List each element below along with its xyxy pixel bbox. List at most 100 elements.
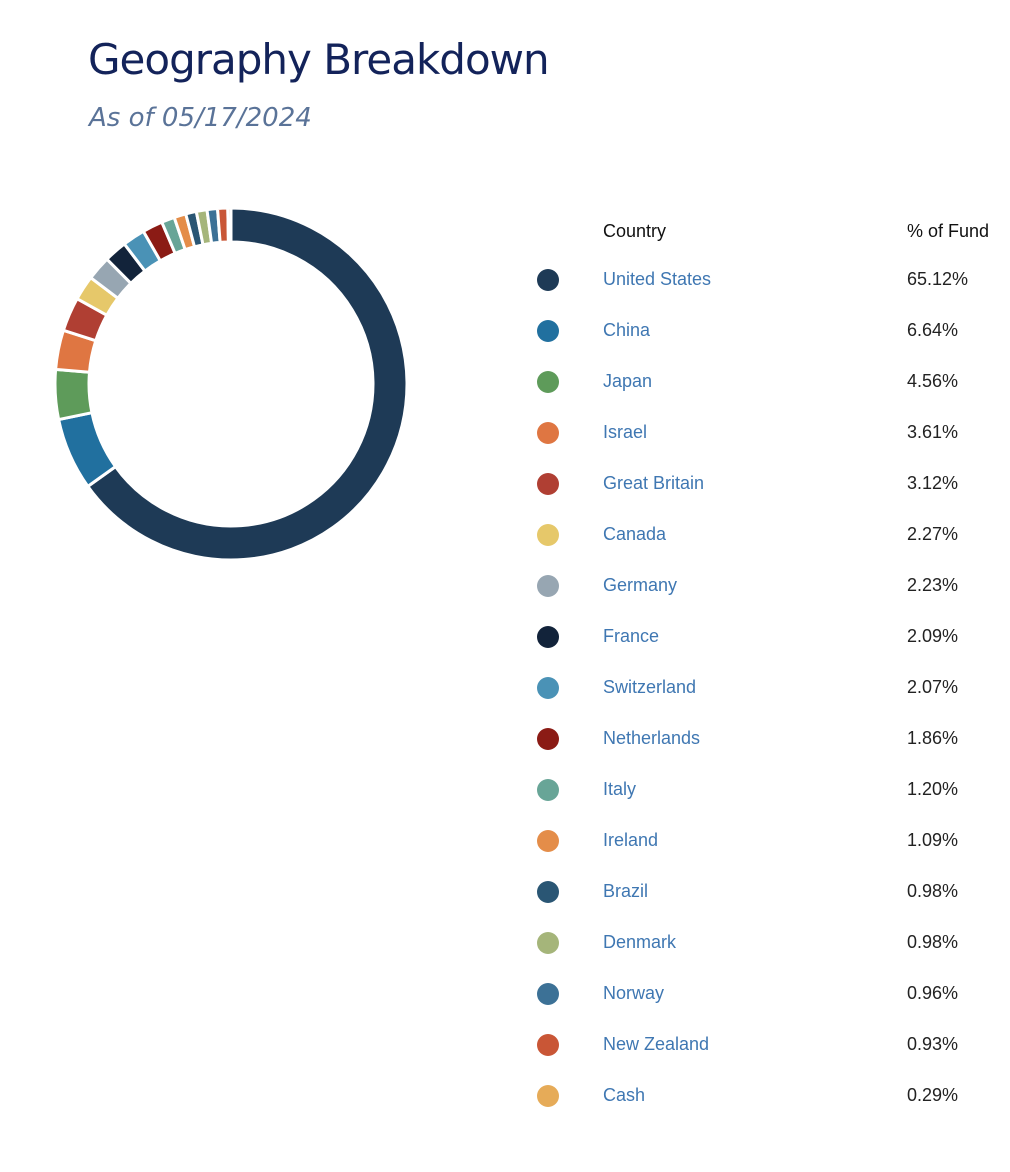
legend-country-cell: Germany xyxy=(603,560,907,611)
legend-swatch-switzerland xyxy=(537,676,559,699)
legend-country-cell: Norway xyxy=(603,968,907,1019)
country-link-united-states[interactable]: United States xyxy=(603,269,712,289)
legend-row-italy: Italy 1.20% xyxy=(530,764,1007,815)
donut-slice-united-states[interactable] xyxy=(86,206,409,562)
legend-swatch-cell xyxy=(530,356,603,407)
country-column-header: Country xyxy=(603,220,667,241)
legend-country-cell: Great Britain xyxy=(603,458,907,509)
legend-swatch-cell xyxy=(530,866,603,917)
country-link-netherlands[interactable]: Netherlands xyxy=(603,728,701,748)
country-link-france[interactable]: France xyxy=(603,626,660,646)
country-link-canada[interactable]: Canada xyxy=(603,524,667,544)
country-link-israel[interactable]: Israel xyxy=(603,422,648,442)
legend-country-cell: Denmark xyxy=(603,917,907,968)
legend-body: United States 65.12% China 6.64% Japan 4.56% I… xyxy=(530,254,1007,1121)
legend-row-united-states: United States 65.12% xyxy=(530,254,1007,305)
legend-row-canada: Canada 2.27% xyxy=(530,509,1007,560)
legend-country-cell: Italy xyxy=(603,764,907,815)
legend-swatch-cell xyxy=(530,611,603,662)
legend-swatch-cell xyxy=(530,917,603,968)
legend-country-cell: Japan xyxy=(603,356,907,407)
country-link-new-zealand[interactable]: New Zealand xyxy=(603,1034,710,1054)
legend-swatch-cell xyxy=(530,1019,603,1070)
legend-row-israel: Israel 3.61% xyxy=(530,407,1007,458)
legend-swatch-cell xyxy=(530,815,603,866)
legend-swatch-united-states xyxy=(537,268,559,291)
percent-value-china: 6.64% xyxy=(907,320,959,340)
percent-value-switzerland: 2.07% xyxy=(907,677,959,697)
legend-row-japan: Japan 4.56% xyxy=(530,356,1007,407)
country-link-cash[interactable]: Cash xyxy=(603,1085,646,1105)
legend-country-cell: United States xyxy=(603,254,907,305)
legend-swatch-cell xyxy=(530,305,603,356)
legend-swatch-norway xyxy=(537,982,559,1005)
legend-swatch-israel xyxy=(537,421,559,444)
legend-swatch-ireland xyxy=(537,829,559,852)
percent-value-japan: 4.56% xyxy=(907,371,959,391)
country-link-brazil[interactable]: Brazil xyxy=(603,881,649,901)
legend-swatch-germany xyxy=(537,574,559,597)
percent-value-cash: 0.29% xyxy=(907,1085,959,1105)
legend-country-cell: Cash xyxy=(603,1070,907,1121)
legend-swatch-netherlands xyxy=(537,727,559,750)
percent-value-canada: 2.27% xyxy=(907,524,959,544)
legend-swatch-cell xyxy=(530,509,603,560)
legend-row-new-zealand: New Zealand 0.93% xyxy=(530,1019,1007,1070)
legend-swatch-cell xyxy=(530,662,603,713)
percent-value-france: 2.09% xyxy=(907,626,959,646)
swatch-header xyxy=(530,208,603,254)
legend-row-norway: Norway 0.96% xyxy=(530,968,1007,1019)
legend-country-cell: Canada xyxy=(603,509,907,560)
legend-country-cell: Switzerland xyxy=(603,662,907,713)
legend-row-france: France 2.09% xyxy=(530,611,1007,662)
legend-country-cell: Brazil xyxy=(603,866,907,917)
country-link-germany[interactable]: Germany xyxy=(603,575,678,595)
percent-value-netherlands: 1.86% xyxy=(907,728,959,748)
legend-row-switzerland: Switzerland 2.07% xyxy=(530,662,1007,713)
percent-value-united-states: 65.12% xyxy=(907,269,969,289)
legend-country-cell: France xyxy=(603,611,907,662)
legend-swatch-brazil xyxy=(537,880,559,903)
country-link-switzerland[interactable]: Switzerland xyxy=(603,677,697,697)
country-link-china[interactable]: China xyxy=(603,320,651,340)
legend-table: Country % of Fund United States 65.12% Chi… xyxy=(530,208,1007,1121)
legend-swatch-cell xyxy=(530,560,603,611)
legend-row-ireland: Ireland 1.09% xyxy=(530,815,1007,866)
percent-value-germany: 2.23% xyxy=(907,575,959,595)
legend-row-cash: Cash 0.29% xyxy=(530,1070,1007,1121)
legend-swatch-italy xyxy=(537,778,559,801)
legend-header-row: Country % of Fund xyxy=(530,208,1007,254)
legend-row-brazil: Brazil 0.98% xyxy=(530,866,1007,917)
legend-swatch-china xyxy=(537,319,559,342)
donut-chart xyxy=(53,206,409,562)
country-link-great-britain[interactable]: Great Britain xyxy=(603,473,705,493)
legend-country-cell: China xyxy=(603,305,907,356)
country-link-ireland[interactable]: Ireland xyxy=(603,830,659,850)
legend-row-great-britain: Great Britain 3.12% xyxy=(530,458,1007,509)
percent-column-header: % of Fund xyxy=(907,220,990,241)
legend-row-netherlands: Netherlands 1.86% xyxy=(530,713,1007,764)
legend-swatch-cash xyxy=(537,1084,559,1107)
legend-swatch-cell xyxy=(530,458,603,509)
legend-country-cell: Israel xyxy=(603,407,907,458)
percent-value-israel: 3.61% xyxy=(907,422,959,442)
percent-value-italy: 1.20% xyxy=(907,779,959,799)
legend-swatch-cell xyxy=(530,407,603,458)
legend-swatch-cell xyxy=(530,713,603,764)
page-title: Geography Breakdown xyxy=(88,35,550,84)
country-link-norway[interactable]: Norway xyxy=(603,983,665,1003)
legend-swatch-new-zealand xyxy=(537,1033,559,1056)
donut-slice-japan[interactable] xyxy=(53,367,94,422)
donut-slice-cash[interactable] xyxy=(226,206,233,244)
percent-value-norway: 0.96% xyxy=(907,983,959,1003)
country-link-japan[interactable]: Japan xyxy=(603,371,653,391)
country-link-italy[interactable]: Italy xyxy=(603,779,637,799)
legend-country-cell: Ireland xyxy=(603,815,907,866)
legend-country-cell: New Zealand xyxy=(603,1019,907,1070)
country-link-denmark[interactable]: Denmark xyxy=(603,932,677,952)
legend-swatch-japan xyxy=(537,370,559,393)
legend-swatch-cell xyxy=(530,1070,603,1121)
legend-swatch-great-britain xyxy=(537,472,559,495)
legend-country-cell: Netherlands xyxy=(603,713,907,764)
percent-value-new-zealand: 0.93% xyxy=(907,1034,959,1054)
